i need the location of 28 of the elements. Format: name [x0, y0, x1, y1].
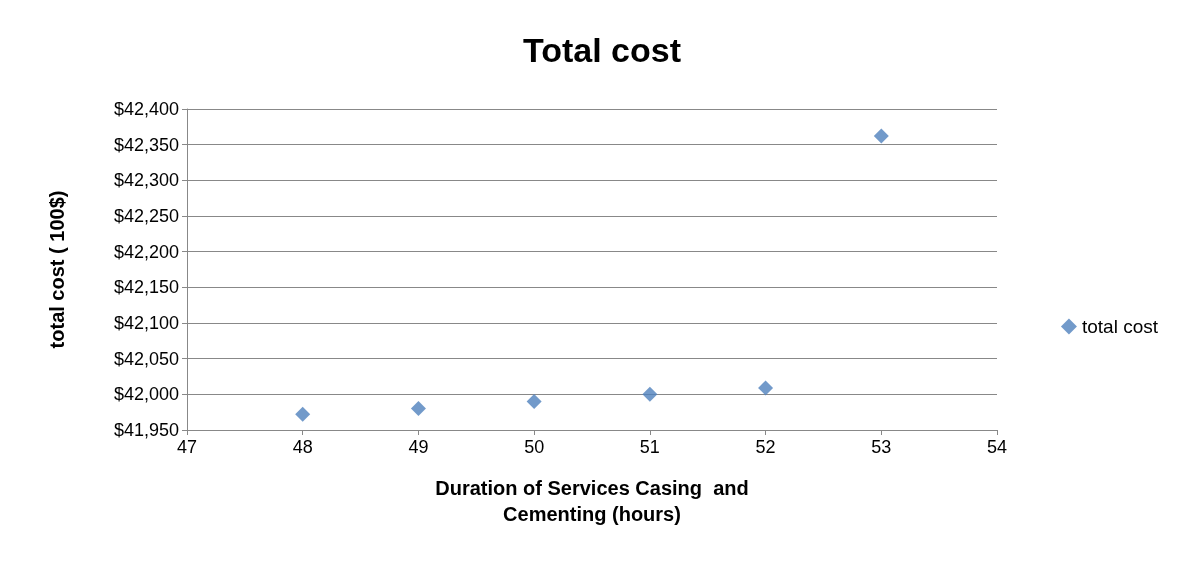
y-tick-label: $42,200 [113, 241, 179, 262]
y-axis-title: total cost ( 100$) [46, 190, 68, 349]
y-tick-label: $42,250 [113, 206, 179, 226]
chart-title: Total cost [522, 31, 682, 69]
x-tick-label: 54 [986, 437, 1008, 457]
point [295, 406, 311, 422]
point [758, 380, 774, 396]
y-tick-label: $42,400 [113, 99, 179, 119]
point [410, 401, 426, 417]
point [873, 128, 889, 144]
y-tick-label: $42,300 [113, 170, 179, 191]
x-tick-label: 49 [408, 437, 429, 457]
x-tick-label: 47 [176, 437, 198, 457]
point [642, 386, 658, 402]
y-tick-label: $42,000 [113, 384, 179, 405]
y-tick-label: $42,100 [113, 313, 179, 333]
y-tick-label: $42,050 [113, 348, 179, 369]
x-tick-label: 53 [871, 437, 892, 457]
y-tick-label: $42,350 [113, 134, 179, 155]
legend-label: total cost [1081, 316, 1159, 337]
x-tick-label: 51 [639, 437, 660, 457]
x-axis-title: Duration of Services Casing and Cementing (hours) [435, 477, 749, 525]
x-tick-label: 48 [292, 437, 313, 457]
x-tick-label: 50 [524, 437, 545, 457]
point [526, 393, 542, 409]
x-tick-label: 52 [755, 437, 776, 457]
y-tick-label: $42,150 [113, 277, 179, 298]
y-tick-label: $41,950 [113, 420, 179, 440]
